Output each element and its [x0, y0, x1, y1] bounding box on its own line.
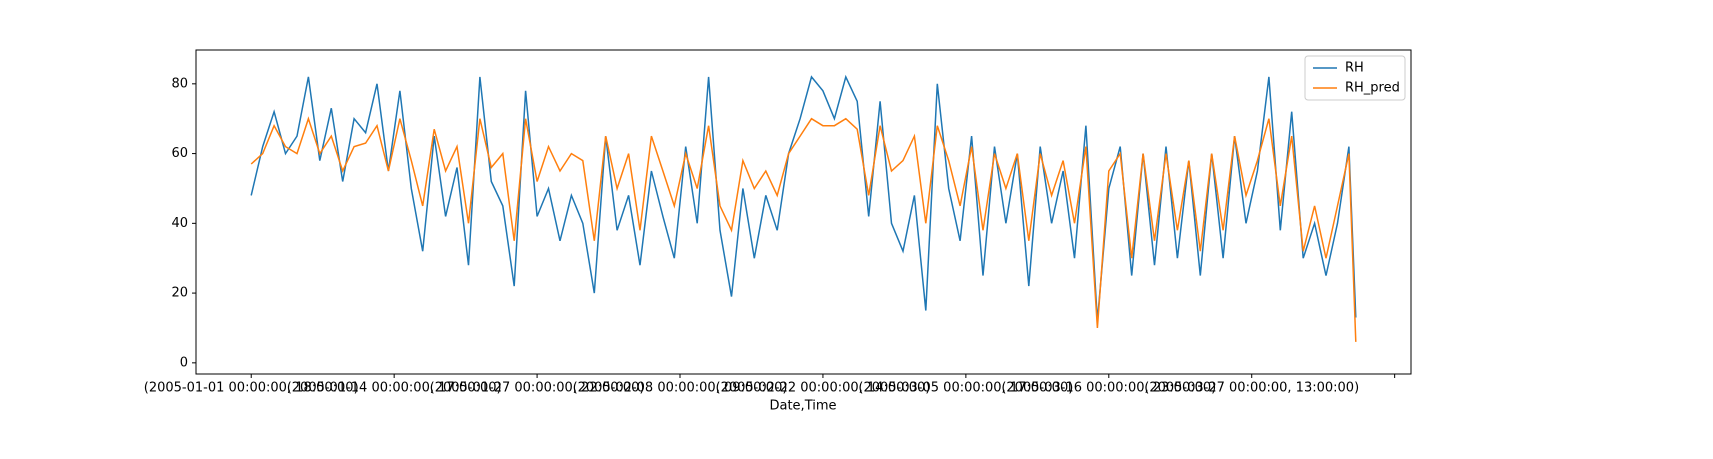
line-series — [250, 74, 1357, 322]
x-tick-label: (2005-03-16 00:00:00, 23:00:00) — [1001, 381, 1216, 396]
y-tick-label: 80 — [171, 76, 188, 91]
axes-frame — [195, 49, 1412, 375]
legend-label: RH_pred — [1345, 81, 1400, 96]
y-tick-label: 20 — [171, 286, 188, 301]
y-tick-label: 0 — [180, 355, 188, 370]
x-axis-label: Date,Time — [769, 399, 836, 414]
line-series — [250, 116, 1357, 342]
x-tick-label: (2005-02-22 00:00:00, 14:00:00) — [716, 381, 931, 396]
x-tick-label: (2005-03-27 00:00:00, 13:00:00) — [1144, 381, 1359, 396]
x-tick-label: (2005-01-27 00:00:00, 22:00:00) — [430, 381, 645, 396]
x-tick-label: (2005-03-05 00:00:00, 17:00:00) — [858, 381, 1073, 396]
legend-label: RH — [1345, 61, 1364, 76]
legend-box — [1304, 55, 1406, 101]
y-tick-label: 40 — [171, 216, 188, 231]
x-tick-label: (2005-02-08 00:00:00, 09:00:00) — [573, 381, 788, 396]
x-tick-label: (2005-01-14 00:00:00, 17:00:00) — [287, 381, 502, 396]
x-tick-label: (2005-01-01 00:00:00, 18:00:00) — [144, 381, 359, 396]
y-tick-label: 60 — [171, 146, 188, 161]
